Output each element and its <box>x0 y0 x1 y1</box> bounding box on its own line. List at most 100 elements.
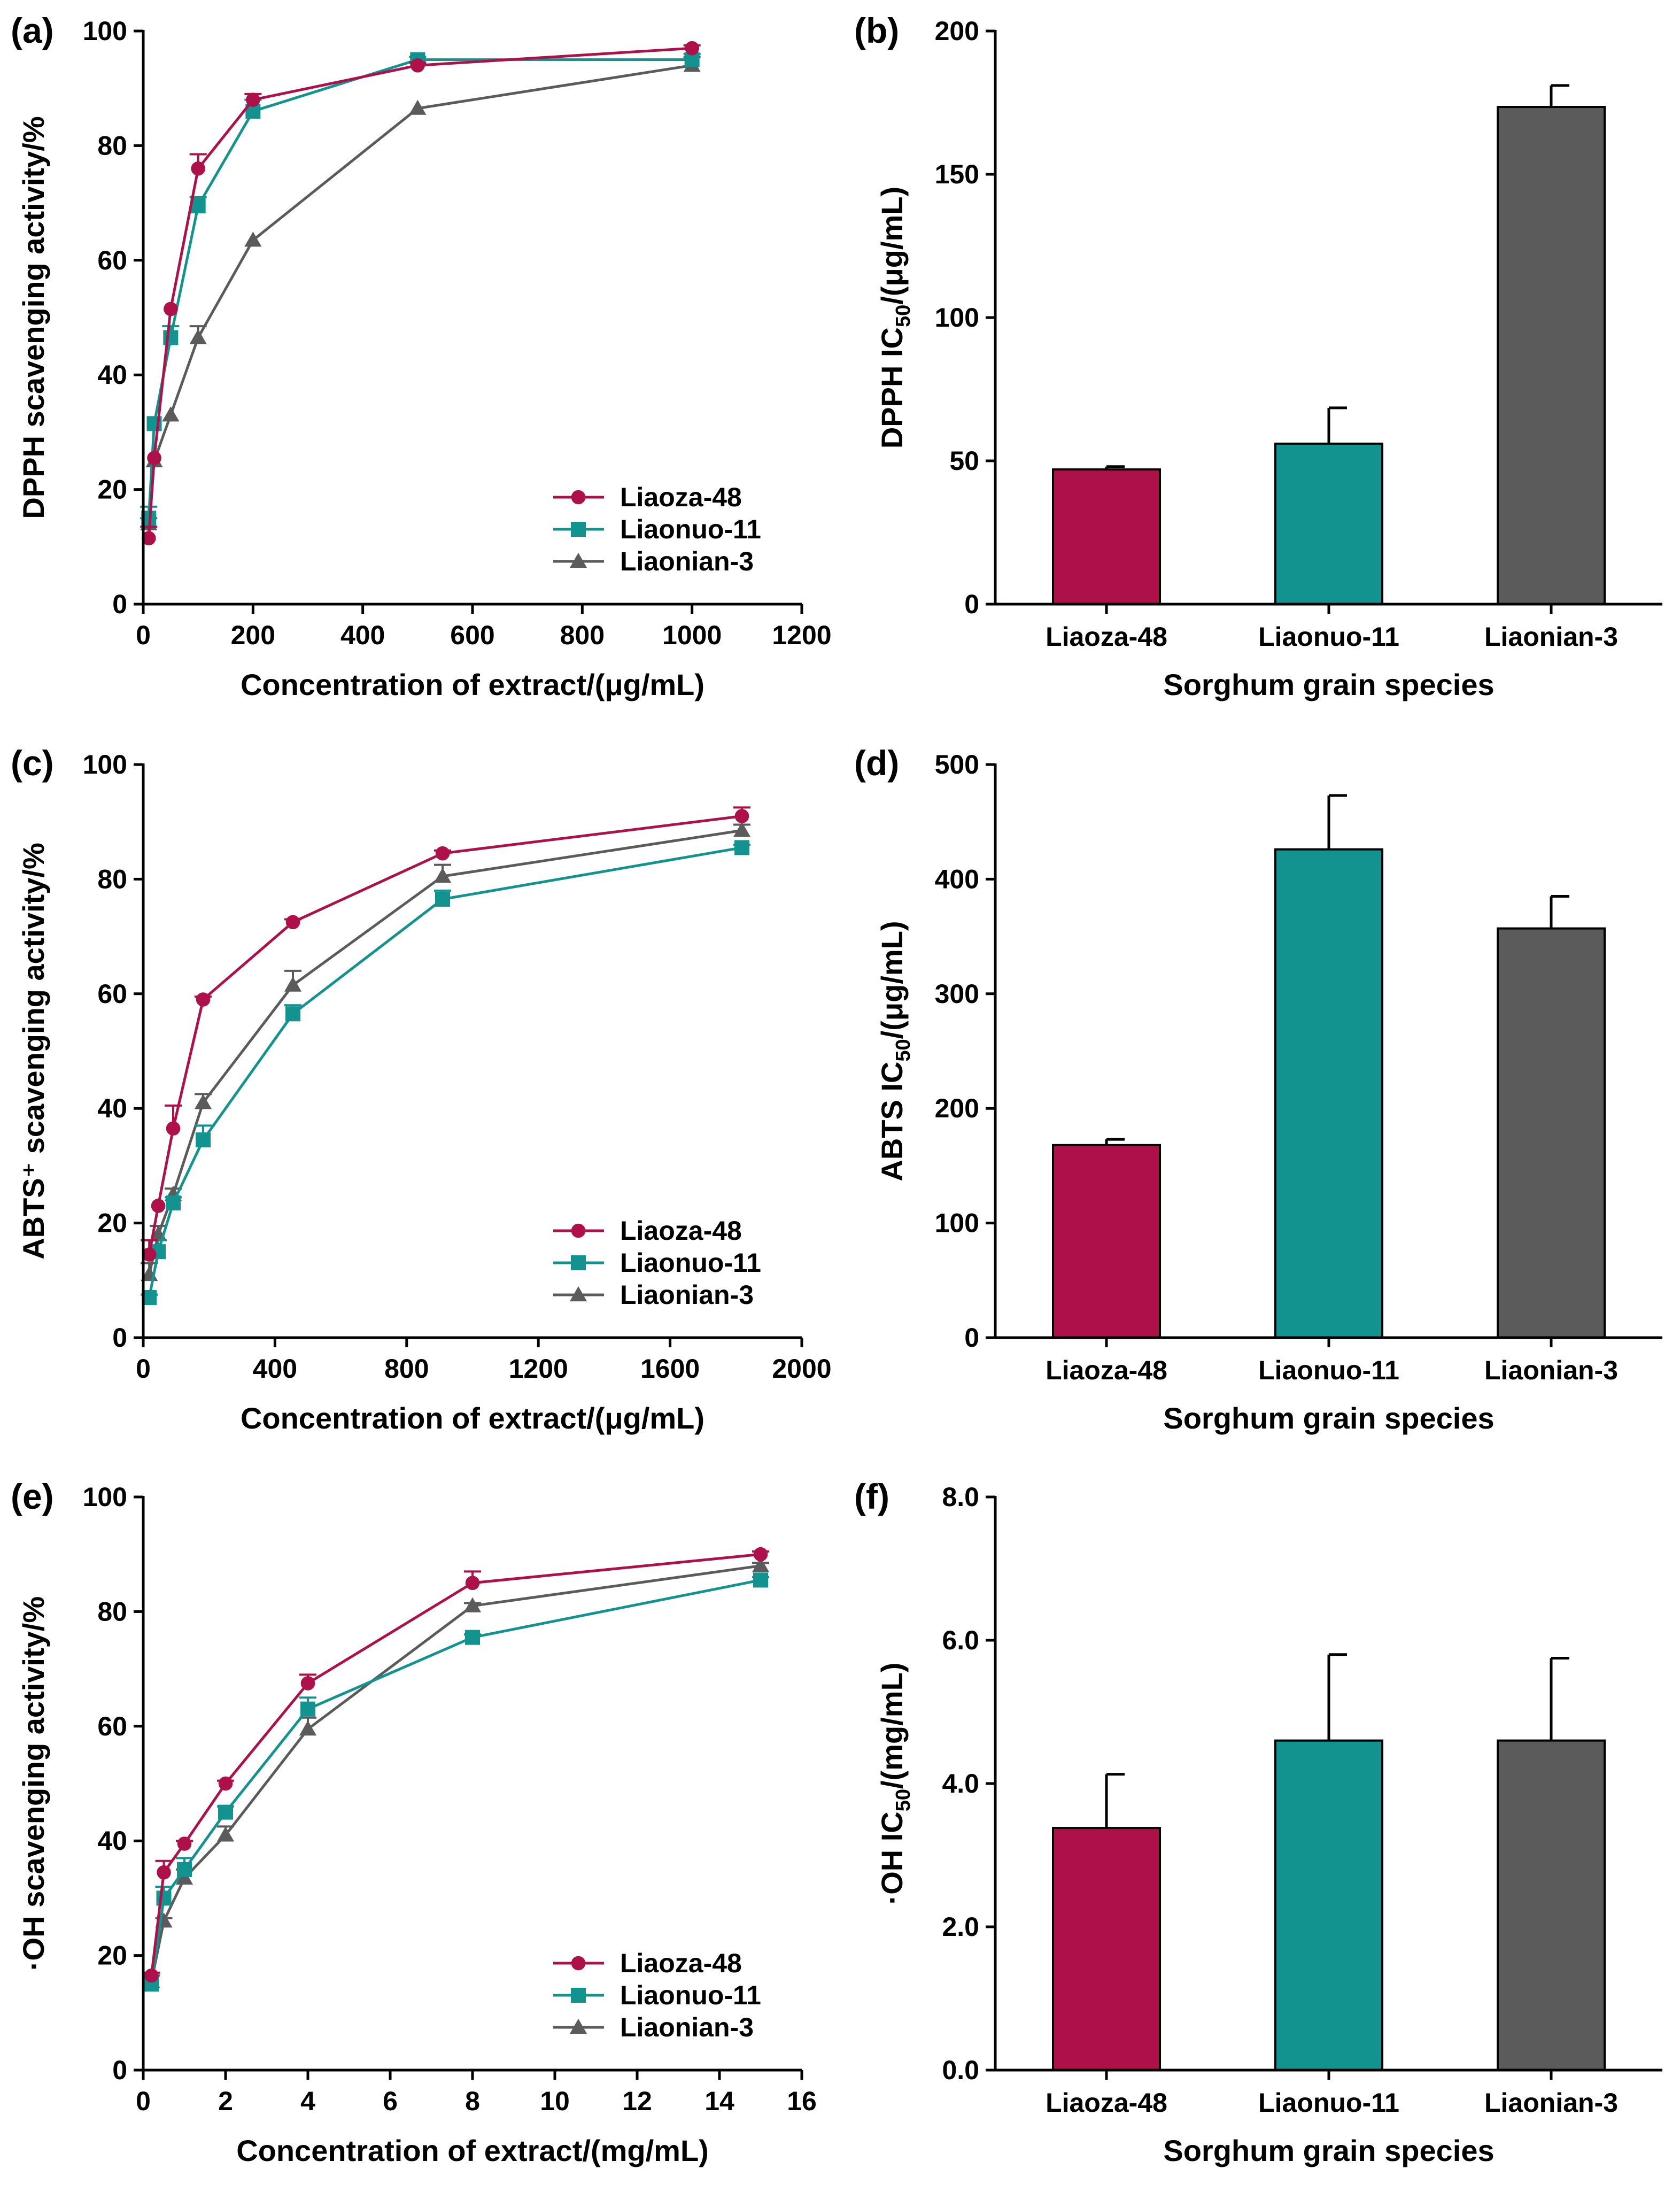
legend-label: Liaoza-48 <box>620 1948 742 1978</box>
data-point <box>409 99 427 115</box>
y-tick-label: 2.0 <box>942 1912 979 1942</box>
data-point <box>151 1199 166 1213</box>
y-tick-label: 20 <box>97 1941 127 1971</box>
data-point <box>465 1630 480 1645</box>
panel-label: (c) <box>11 743 54 783</box>
y-tick-label: 60 <box>97 1711 127 1741</box>
bar <box>1274 848 1383 1339</box>
panel-label: (e) <box>11 1477 54 1516</box>
bar <box>1052 1144 1161 1339</box>
y-axis-title: ·OH IC50/(mg/mL) <box>875 1663 915 1905</box>
y-tick-label: 60 <box>97 979 127 1009</box>
data-point <box>463 1597 482 1612</box>
series-liaoza-48 <box>143 1547 769 1983</box>
y-tick-label: 400 <box>935 864 979 894</box>
legend-marker <box>571 1956 586 1971</box>
x-tick-label: 800 <box>384 1354 429 1384</box>
legend-marker <box>571 1255 586 1270</box>
legend-marker <box>569 1286 587 1302</box>
x-axis-title: Concentration of extract/(mg/mL) <box>236 2134 709 2167</box>
category-label: Liaonuo-11 <box>1258 2088 1399 2118</box>
y-tick-label: 150 <box>935 159 979 189</box>
category-label: Liaonuo-11 <box>1258 622 1399 652</box>
bar <box>1274 1739 1383 2072</box>
y-tick-label: 80 <box>97 130 127 160</box>
y-axis-title: DPPH scavenging activity/% <box>17 116 50 519</box>
data-point <box>433 867 452 883</box>
bar <box>1497 1739 1606 2072</box>
x-tick-label: 1200 <box>772 620 831 650</box>
data-point <box>141 531 156 546</box>
data-point <box>191 161 205 176</box>
category-label: Liaoza-48 <box>1046 622 1167 652</box>
y-tick-label: 8.0 <box>942 1482 979 1512</box>
legend-label: Liaoza-48 <box>620 482 742 512</box>
data-point <box>189 329 207 344</box>
y-tick-label: 0 <box>964 589 979 619</box>
y-tick-label: 200 <box>935 16 979 46</box>
series-line <box>147 64 693 524</box>
panel-d: (d) 0 100 200 300 400 500 Liaoza-48 Liaonuo-11 Li… <box>854 743 1662 1435</box>
series-line <box>147 47 692 538</box>
legend-marker <box>571 1223 586 1238</box>
series-liaonian-3 <box>143 1557 770 1988</box>
x-tick-label: 12 <box>622 2086 652 2116</box>
x-tick-label: 1600 <box>640 1354 700 1384</box>
y-tick-label: 20 <box>97 1208 127 1238</box>
category-label: Liaoza-48 <box>1046 2088 1167 2118</box>
legend-label: Liaonuo-11 <box>620 1980 761 2010</box>
data-point <box>144 1968 159 1983</box>
panel-b: (b) 0 50 100 150 200 Liaoza-48 Liaonuo-11 Liaoni… <box>854 11 1662 701</box>
y-tick-label: 20 <box>97 475 127 505</box>
legend-label: Liaonian-3 <box>620 2012 754 2042</box>
y-tick-label: 0.0 <box>942 2055 979 2085</box>
y-tick-label: 0 <box>112 589 127 619</box>
data-point <box>284 976 302 992</box>
y-tick-label: 4.0 <box>942 1769 979 1799</box>
data-point <box>166 1195 181 1211</box>
series-liaonuo-11 <box>141 840 750 1305</box>
y-tick-label: 200 <box>935 1093 979 1123</box>
legend-label: Liaonian-3 <box>620 546 754 576</box>
legend-marker <box>571 490 586 505</box>
data-point <box>166 1121 181 1136</box>
series-liaonuo-11 <box>143 1572 769 1992</box>
x-axis-title: Sorghum grain species <box>1163 1401 1494 1435</box>
legend-label: Liaonuo-11 <box>620 514 761 544</box>
x-tick-label: 1000 <box>662 620 722 650</box>
x-tick-label: 14 <box>704 2086 734 2116</box>
x-tick-label: 6 <box>383 2086 398 2116</box>
y-tick-label: 0 <box>964 1323 979 1353</box>
x-tick-label: 10 <box>540 2086 570 2116</box>
data-point <box>196 992 211 1007</box>
data-point <box>194 1094 212 1109</box>
legend-label: Liaoza-48 <box>620 1216 742 1246</box>
y-axis-title: DPPH IC50/(μg/mL) <box>875 187 915 449</box>
x-tick-label: 2 <box>218 2086 233 2116</box>
x-tick-label: 0 <box>136 1354 151 1384</box>
x-tick-label: 0 <box>136 2086 151 2116</box>
y-axis-title: ABTS⁺ scavenging activity/% <box>17 843 50 1260</box>
data-point <box>734 840 749 855</box>
legend-marker <box>569 552 587 568</box>
data-point <box>300 1701 315 1717</box>
panel-label: (a) <box>11 11 54 50</box>
data-point <box>733 822 751 837</box>
series-liaonian-3 <box>140 56 701 530</box>
x-tick-label: 0 <box>136 620 151 650</box>
x-tick-label: 16 <box>787 2086 817 2116</box>
category-label: Liaoza-48 <box>1046 1355 1167 1385</box>
x-axis-title: Concentration of extract/(μg/mL) <box>241 1401 704 1435</box>
y-tick-label: 60 <box>97 245 127 275</box>
panel-label: (b) <box>854 11 899 50</box>
y-tick-label: 6.0 <box>942 1625 979 1655</box>
category-label: Liaonian-3 <box>1484 1355 1618 1385</box>
bar <box>1497 927 1606 1339</box>
panel-label: (f) <box>854 1477 889 1516</box>
data-point <box>285 1006 300 1022</box>
data-point <box>142 1247 157 1262</box>
